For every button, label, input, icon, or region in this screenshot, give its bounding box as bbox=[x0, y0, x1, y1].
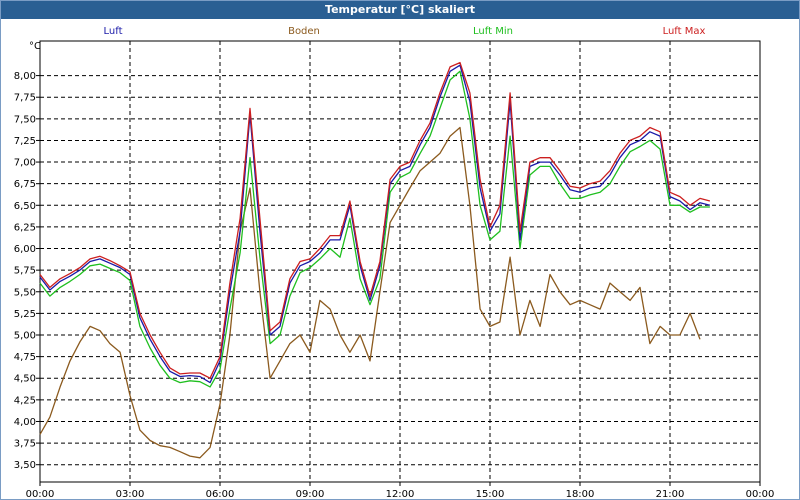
window-title: Temperatur [°C] skaliert bbox=[1, 1, 799, 19]
y-tick-label: 7,50 bbox=[14, 114, 36, 125]
x-tick-time: 15:00 bbox=[476, 489, 505, 499]
x-tick-time: 18:00 bbox=[566, 489, 595, 499]
y-tick-label: 4,75 bbox=[14, 352, 36, 363]
y-tick-label: 4,50 bbox=[14, 374, 36, 385]
x-axis: 00:0014.12.1903:0014.12.1906:0014.12.190… bbox=[26, 482, 775, 499]
x-tick-time: 00:00 bbox=[26, 489, 55, 499]
x-tick-time: 00:00 bbox=[746, 489, 775, 499]
y-axis: °C 3,50 3,75 4,00 4,25 4,50 4,75 5,00 5,25 5,50 5… bbox=[14, 41, 41, 471]
x-tick-time: 12:00 bbox=[386, 489, 415, 499]
series-lines bbox=[39, 61, 711, 459]
y-tick-label: 6,00 bbox=[14, 244, 36, 255]
x-tick-time: 09:00 bbox=[296, 489, 325, 499]
legend-boden: Boden bbox=[288, 26, 320, 37]
y-tick-label: 3,50 bbox=[14, 460, 36, 471]
y-tick-label: 7,25 bbox=[14, 136, 36, 147]
x-tick-time: 03:00 bbox=[116, 489, 145, 499]
y-tick-label: 5,75 bbox=[14, 266, 36, 277]
series-line-luft-max bbox=[39, 61, 711, 379]
series-line-boden bbox=[39, 126, 701, 459]
x-tick-time: 21:00 bbox=[656, 489, 685, 499]
legend-luft-min: Luft Min bbox=[473, 26, 513, 37]
y-tick-label: 6,25 bbox=[14, 222, 36, 233]
y-tick-label: 4,00 bbox=[14, 417, 36, 428]
y-tick-label: 7,00 bbox=[14, 158, 36, 169]
legend-luft: Luft bbox=[104, 26, 123, 37]
y-tick-label: 8,00 bbox=[14, 71, 36, 82]
legend-luft-max: Luft Max bbox=[663, 26, 706, 37]
y-axis-unit: °C bbox=[29, 41, 41, 52]
y-tick-label: 6,50 bbox=[14, 201, 36, 212]
series-line-luft-min bbox=[39, 70, 710, 388]
chart-area: °C 3,50 3,75 4,00 4,25 4,50 4,75 5,00 5,25 5,50 5… bbox=[14, 26, 775, 499]
y-tick-label: 5,00 bbox=[14, 331, 36, 342]
y-tick-label: 5,50 bbox=[14, 287, 36, 298]
y-tick-label: 3,75 bbox=[14, 439, 36, 450]
y-tick-label: 4,25 bbox=[14, 395, 36, 406]
y-tick-label: 7,75 bbox=[14, 93, 36, 104]
y-tick-label: 5,25 bbox=[14, 309, 36, 320]
y-tick-label: 6,75 bbox=[14, 179, 36, 190]
x-tick-time: 06:00 bbox=[206, 489, 235, 499]
series-line-luft bbox=[39, 64, 711, 384]
legend: Luft Boden Luft Min Luft Max bbox=[104, 26, 706, 37]
